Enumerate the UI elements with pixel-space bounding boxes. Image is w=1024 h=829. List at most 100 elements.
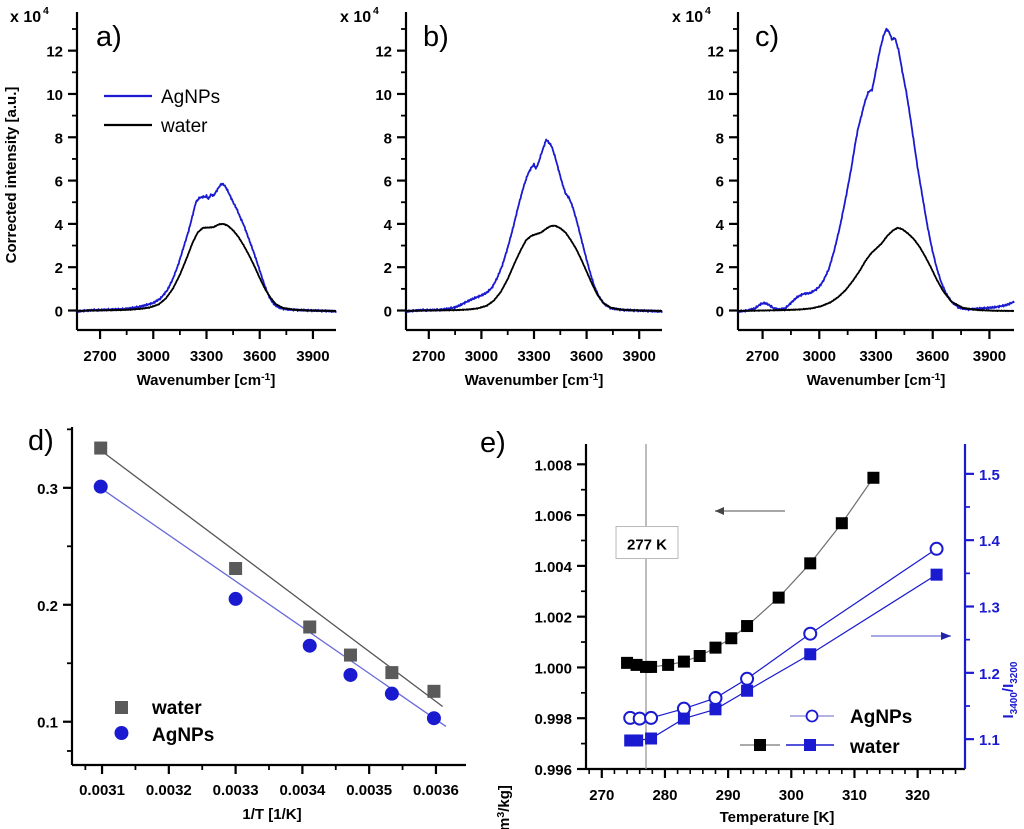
panel-a-ticks: 2700 3000 3300 3600 3900 0 2 4 6 8 10 12 xyxy=(46,28,330,365)
data-point-water-ratio xyxy=(645,732,658,745)
panel-b-axes xyxy=(404,12,662,332)
data-point-specific-volume xyxy=(804,557,817,570)
x-tick-label: 270 xyxy=(589,787,614,804)
panel-e-x-axis-label: Temperature [K] xyxy=(720,809,835,826)
x-tick-label: 3300 xyxy=(859,348,892,365)
y-tick-label: 4 xyxy=(384,217,393,234)
data-point-agnps xyxy=(343,667,358,682)
panel-b-x-axis-label: Wavenumber [cm-1] xyxy=(465,371,604,389)
y-tick-label: 0 xyxy=(716,304,724,321)
x-tick-label: 0.0033 xyxy=(213,782,259,799)
data-point-water-ratio xyxy=(741,684,754,697)
panel-d-axes xyxy=(70,427,466,767)
panel-b-ticks: 2700 3000 3300 3600 3900 0 2 4 6 8 10 12 xyxy=(375,28,656,365)
y-tick-label: 10 xyxy=(707,87,724,104)
data-point-agnps-ratio xyxy=(708,691,723,706)
data-point-agnps-ratio xyxy=(644,710,659,725)
panel-a-legend-agnps: AgNPs xyxy=(161,87,220,108)
y-tick-label: 0.1 xyxy=(37,715,58,732)
left-y-tick-label: 1.006 xyxy=(534,508,572,525)
x-tick-label: 0.0035 xyxy=(346,782,392,799)
right-y-tick-label: 1.4 xyxy=(979,533,1001,550)
data-point-water-ratio xyxy=(631,734,644,747)
data-point-specific-volume xyxy=(741,620,754,633)
y-tick-label: 10 xyxy=(46,87,63,104)
x-tick-label: 3000 xyxy=(137,348,170,365)
x-tick-label: 3900 xyxy=(973,348,1006,365)
data-point-specific-volume xyxy=(621,656,634,669)
x-tick-label: 3900 xyxy=(296,348,329,365)
y-tick-label: 12 xyxy=(375,44,392,61)
panel-c-x-axis-label: Wavenumber [cm-1] xyxy=(807,371,946,389)
left-y-tick-label: 1.008 xyxy=(534,457,572,474)
right-y-tick-label: 1.5 xyxy=(979,467,1000,484)
panel-e-ticks: 270 280 290 300 310 320 0.996 0.998 1.000 1.002 1.… xyxy=(534,457,1000,804)
data-point-water xyxy=(427,684,441,698)
panel-d-label: d) xyxy=(28,425,54,457)
panel-a-svg: x 10 4 a) Corrected intensity [a.u.] 270… xyxy=(3,5,337,389)
data-point-agnps xyxy=(426,711,441,726)
panel-b-curves xyxy=(405,138,663,314)
panel-a-axes xyxy=(75,12,336,332)
panel-a-exponent-prefix: x 10 xyxy=(10,9,41,26)
x-tick-label: 0.0032 xyxy=(146,782,192,799)
spectrum-curve-agnps xyxy=(76,182,337,313)
panel-a-curves xyxy=(76,182,337,313)
panel-b-spectrum: x 10 4 b) 2700 3000 3300 3600 3900 0 2 4 6 8 10 12 … xyxy=(336,0,666,400)
series-line-AgNPs-ratio xyxy=(630,548,937,720)
y-tick-label: 6 xyxy=(55,174,63,191)
y-tick-label: 8 xyxy=(716,130,724,147)
series-line-specific-volume-of-water xyxy=(626,477,874,668)
panel-d-legend: water AgNPs xyxy=(114,698,214,746)
data-point-water xyxy=(229,562,243,576)
data-point-agnps-ratio xyxy=(632,711,647,726)
y-tick-label: 12 xyxy=(707,44,724,61)
left-y-tick-label: 1.000 xyxy=(534,660,572,677)
data-point-agnps xyxy=(228,591,243,606)
x-tick-label: 2700 xyxy=(746,348,779,365)
data-point-water-ratio xyxy=(709,703,722,716)
data-point-agnps xyxy=(384,686,399,701)
panel-a-label: a) xyxy=(96,21,122,53)
data-point-water xyxy=(94,441,108,455)
data-point-water xyxy=(303,620,317,634)
y-tick-label: 4 xyxy=(716,217,725,234)
data-point-specific-volume xyxy=(835,517,848,530)
panel-a-x-axis-label: Wavenumber [cm-1] xyxy=(137,371,276,389)
panel-a-legend: AgNPs water xyxy=(104,87,220,137)
data-point-specific-volume xyxy=(630,658,643,671)
panel-e-annotation-277k: 277 K xyxy=(627,537,667,554)
data-point-specific-volume xyxy=(645,660,658,673)
y-tick-label: 8 xyxy=(55,130,63,147)
panel-b-exponent-prefix: x 10 xyxy=(340,9,371,26)
panel-e-specific-volume: e) Specific Volume [m3/kg] I3400/I3200 2… xyxy=(462,400,1024,829)
panel-c-svg: x 10 4 c) 2700 3000 3300 3600 3900024681012 … xyxy=(672,5,1015,389)
panel-e-left-arrow xyxy=(715,507,785,515)
data-point-specific-volume xyxy=(725,632,738,645)
y-tick-label: 6 xyxy=(716,174,724,191)
x-tick-label: 320 xyxy=(905,787,930,804)
fit-line-water xyxy=(105,453,444,708)
data-point-specific-volume xyxy=(772,591,785,604)
panel-a-exponent-power: 4 xyxy=(43,5,49,17)
y-tick-label: 2 xyxy=(384,260,392,277)
right-y-tick-label: 1.2 xyxy=(979,666,1000,683)
data-point-agnps-ratio xyxy=(803,626,818,641)
right-y-tick-label: 1.3 xyxy=(979,600,1000,617)
panel-c-axes xyxy=(736,12,1014,332)
panel-d-ticks: 0.0031 0.0032 0.0033 0.0034 0.0035 0.0036 0.1 0… xyxy=(37,428,459,799)
panel-d-x-axis-label: 1/T [1/K] xyxy=(242,806,301,823)
data-point-water-ratio xyxy=(930,568,943,581)
data-point-specific-volume xyxy=(662,658,675,671)
x-tick-label: 3000 xyxy=(803,348,836,365)
x-tick-label: 3300 xyxy=(190,348,223,365)
panel-e-legend-water: water xyxy=(849,737,900,758)
x-tick-label: 280 xyxy=(652,787,677,804)
y-tick-label: 2 xyxy=(55,260,63,277)
data-point-agnps-ratio xyxy=(740,671,755,686)
x-tick-label: 3900 xyxy=(623,348,656,365)
data-point-specific-volume xyxy=(709,641,722,654)
y-tick-label: 0.2 xyxy=(37,598,58,615)
panel-a-y-axis-label: Corrected intensity [a.u.] xyxy=(3,87,20,264)
panel-d-arrhenius: d) ln (I3400/I3200) 0.00310.00320.00330.… xyxy=(0,400,470,829)
